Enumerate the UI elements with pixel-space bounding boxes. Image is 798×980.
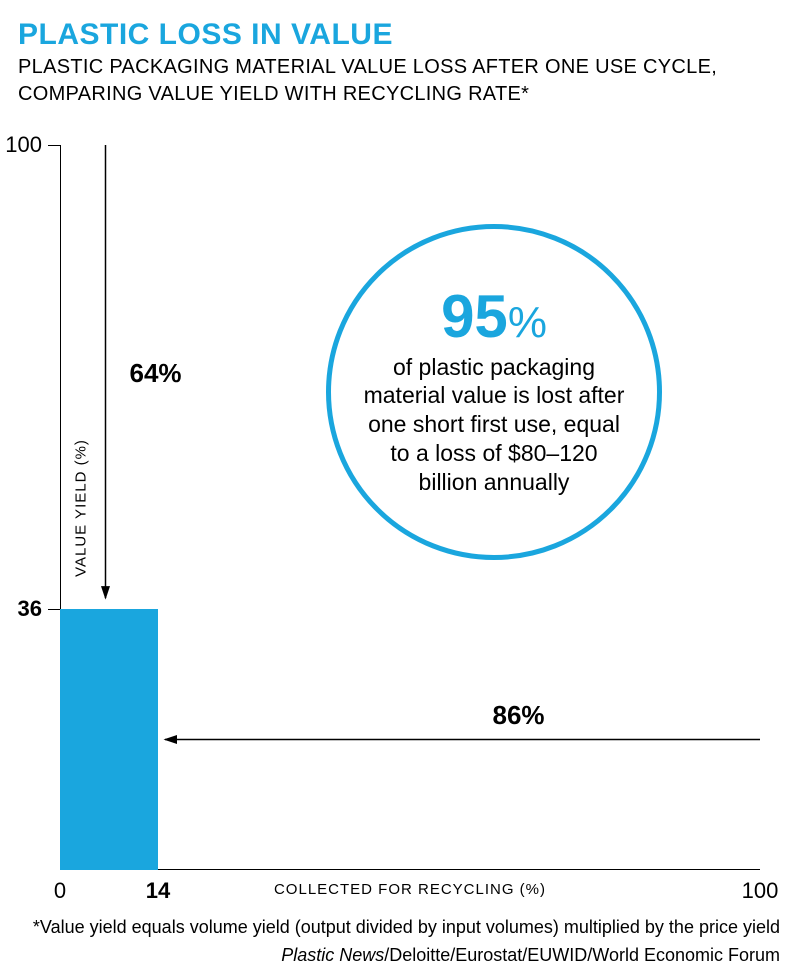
source-rest: /Deloitte/Eurostat/EUWID/World Economic … <box>384 945 780 965</box>
horizontal-arrow-label: 86% <box>493 700 545 731</box>
callout-circle: 95%of plastic packaging material value i… <box>326 224 662 560</box>
vertical-arrow-label: 64% <box>130 358 182 389</box>
value-bar <box>60 609 158 870</box>
x-tick-label: 100 <box>742 878 779 904</box>
y-axis-label: VALUE YIELD (%) <box>72 439 89 577</box>
x-tick-label: 14 <box>146 878 170 904</box>
y-tick <box>48 145 60 146</box>
x-axis-label: COLLECTED FOR RECYCLING (%) <box>274 881 546 898</box>
infographic-container: PLASTIC LOSS IN VALUE PLASTIC PACKAGING … <box>0 0 798 980</box>
x-tick-label: 0 <box>54 878 66 904</box>
source-italic: Plastic News <box>281 945 384 965</box>
chart-area: VALUE YIELD (%) COLLECTED FOR RECYCLING … <box>60 145 760 870</box>
callout-body: of plastic packaging material value is l… <box>359 353 629 497</box>
y-tick <box>48 609 60 610</box>
y-tick-label: 100 <box>5 132 42 158</box>
chart-subtitle: PLASTIC PACKAGING MATERIAL VALUE LOSS AF… <box>18 54 780 108</box>
footnote-text: *Value yield equals volume yield (output… <box>33 917 780 938</box>
callout-stat: 95% <box>441 287 547 347</box>
y-tick-label: 36 <box>18 596 42 622</box>
x-axis-line <box>60 869 760 870</box>
source-text: Plastic News/Deloitte/Eurostat/EUWID/Wor… <box>281 945 780 966</box>
chart-title: PLASTIC LOSS IN VALUE <box>18 18 780 52</box>
